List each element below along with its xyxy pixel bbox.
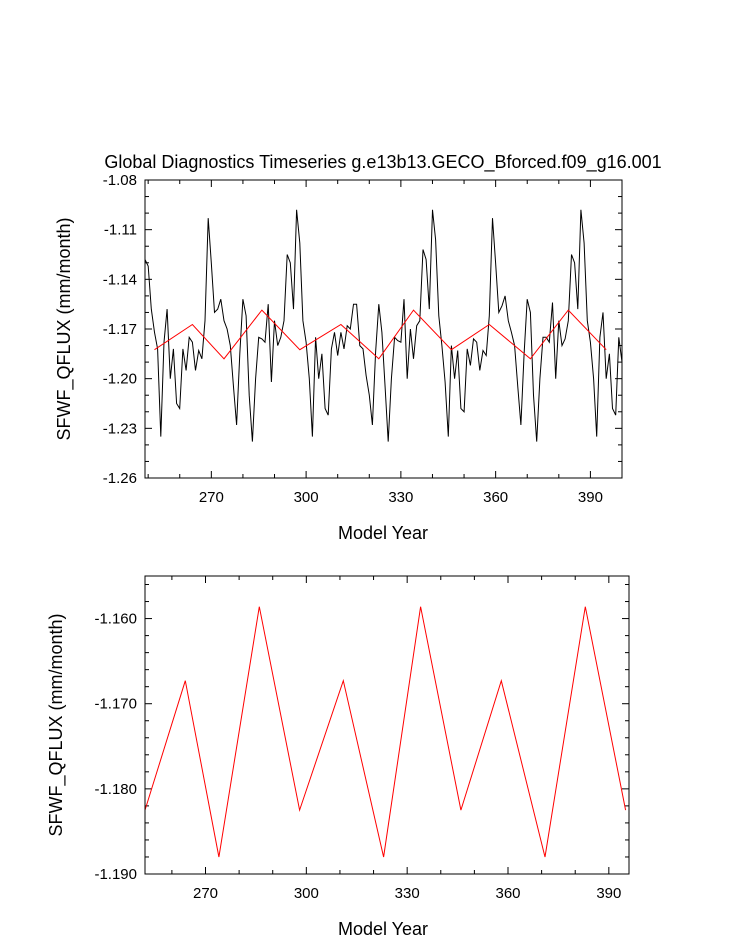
y-tick-label: -1.190 bbox=[94, 866, 137, 883]
x-tick-label: 300 bbox=[294, 885, 319, 902]
y-tick-label: -1.160 bbox=[94, 611, 137, 628]
black-series-line bbox=[144, 209, 623, 442]
bottom-panel: 270 300 330 360 390-1.190-1.180-1.170-1.160 … bbox=[46, 575, 630, 939]
x-tick-label: 270 bbox=[199, 489, 224, 506]
x-tick-label: 330 bbox=[395, 885, 420, 902]
x-tick-label: 270 bbox=[193, 885, 218, 902]
x-tick-label: 390 bbox=[578, 489, 603, 506]
y-tick-label: -1.170 bbox=[94, 696, 137, 713]
top-panel: Global Diagnostics Timeseries g.e13b13.G… bbox=[54, 152, 662, 543]
y-tick-label: -1.23 bbox=[103, 420, 137, 437]
x-tick-label: 360 bbox=[483, 489, 508, 506]
plot-frame bbox=[144, 179, 623, 479]
x-axis-label: Model Year bbox=[338, 523, 428, 543]
x-tick-label: 330 bbox=[388, 489, 413, 506]
y-tick-label: -1.14 bbox=[103, 271, 137, 288]
plot-frame bbox=[144, 575, 630, 875]
x-axis-label: Model Year bbox=[338, 919, 428, 939]
red-series-line bbox=[154, 309, 607, 360]
y-tick-label: -1.180 bbox=[94, 781, 137, 798]
x-tick-label: 300 bbox=[294, 489, 319, 506]
chart-title: Global Diagnostics Timeseries g.e13b13.G… bbox=[104, 152, 661, 173]
red-series-line bbox=[144, 606, 627, 858]
y-axis-label: SFWF_QFLUX (mm/month) bbox=[46, 613, 67, 836]
y-tick-label: -1.20 bbox=[103, 371, 137, 388]
y-tick-label: -1.17 bbox=[103, 321, 137, 338]
y-tick-label: -1.26 bbox=[103, 470, 137, 487]
y-tick-label: -1.11 bbox=[104, 222, 137, 239]
x-tick-label: 390 bbox=[596, 885, 621, 902]
y-axis-label: SFWF_QFLUX (mm/month) bbox=[54, 217, 75, 440]
y-tick-label: -1.08 bbox=[103, 172, 137, 189]
x-tick-label: 360 bbox=[495, 885, 520, 902]
